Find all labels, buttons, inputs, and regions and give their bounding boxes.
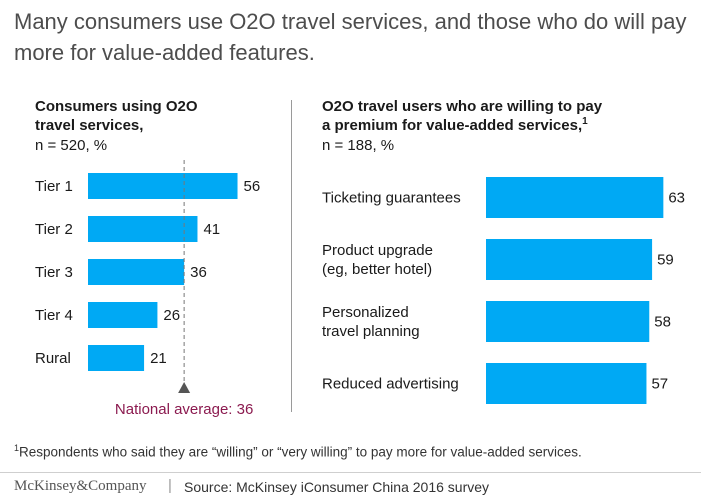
panel-divider [291,100,292,412]
footer-rule [0,472,701,473]
data-label: 63 [668,190,685,207]
category-label: Tier 1 [35,178,73,195]
bar [88,216,198,242]
right-title-footnote-mark: 1 [582,116,588,127]
footnote: 1Respondents who said they are “willing”… [14,443,582,460]
right-panel-title-line2: a premium for value-added services,1 [322,116,602,135]
bar [486,363,647,404]
bar [486,177,664,218]
data-label: 41 [203,221,220,238]
data-label: 36 [190,264,207,281]
left-panel-title-line2: travel services, [35,117,144,134]
right-panel-title-line1: O2O travel users who are willing to pay [322,98,603,115]
category-label: Rural [35,350,71,367]
bar [486,301,650,342]
data-label: 57 [651,376,668,393]
bar [88,302,158,328]
category-label: Reduced advertising [322,376,459,393]
right-sample-size: n = 188, % [322,137,395,154]
chart-title: Many consumers use O2O travel services, … [14,9,687,65]
right-panel-title: O2O travel users who are willing to pay … [322,97,602,135]
category-label: Tier 3 [35,264,73,281]
source-note: Source: McKinsey iConsumer China 2016 su… [184,479,490,495]
left-panel-title: Consumers using O2O travel services, [35,97,198,135]
data-label: 26 [163,307,180,324]
data-label: 21 [150,350,167,367]
left-bar-chart: Tier 1 56 Tier 2 41 Tier 3 36 Tier 4 26 Rural 21 N… [35,160,261,418]
category-label: travel planning [322,323,420,340]
bar [88,345,145,371]
right-panel-title-line2-text: a premium for value-added services, [322,117,583,134]
bar [88,259,185,285]
left-panel-title-line1: Consumers using O2O [35,98,198,115]
national-average-marker [178,382,191,393]
category-label: (eg, better hotel) [322,261,432,278]
footer-separator: | [168,477,172,494]
category-label: Tier 2 [35,221,73,238]
category-label: Tier 4 [35,307,73,324]
national-average-label: National average: 36 [115,401,253,418]
category-label: Ticketing guarantees [322,190,461,207]
data-label: 56 [244,178,261,195]
mckinsey-logo: McKinsey&Company [14,478,147,494]
data-label: 59 [657,252,674,269]
right-bar-chart: Ticketing guarantees 63 Product upgrade (eg… [322,177,685,404]
footnote-text: Respondents who said they are “willing” … [19,444,582,460]
category-label: Product upgrade [322,242,433,259]
category-label: Personalized [322,304,409,321]
data-label: 58 [654,314,671,331]
bar [486,239,653,280]
bar [88,173,238,199]
footnote-mark: 1 [14,443,20,453]
left-sample-size: n = 520, % [35,137,108,154]
